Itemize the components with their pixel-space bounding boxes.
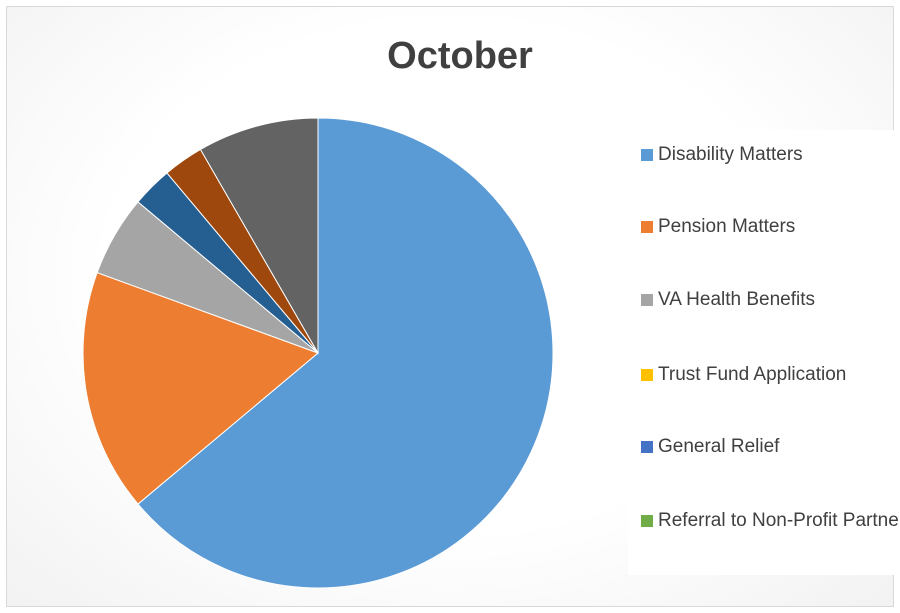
legend-label: Disability Matters xyxy=(658,144,803,165)
legend: Disability Matters Pension Matters VA Heal… xyxy=(628,130,900,575)
pie-slice xyxy=(199,117,319,355)
legend-swatch xyxy=(641,149,653,161)
pie-slice xyxy=(82,271,319,505)
legend-swatch xyxy=(641,369,653,381)
legend-swatch xyxy=(641,294,653,306)
legend-label: Referral to Non-Profit Partner xyxy=(658,510,900,531)
legend-swatch xyxy=(641,441,653,453)
legend-label: Pension Matters xyxy=(658,216,796,237)
legend-entry: Pension Matters xyxy=(641,212,900,242)
legend-swatch xyxy=(641,515,653,527)
pie-slice xyxy=(137,117,554,589)
chart-title: October xyxy=(387,35,533,77)
legend-label: Trust Fund Application xyxy=(658,364,847,385)
legend-label: General Relief xyxy=(658,436,780,457)
legend-entry: Trust Fund Application xyxy=(641,360,900,390)
legend-swatch xyxy=(641,221,653,233)
legend-entry: VA Health Benefits xyxy=(641,285,900,315)
legend-entry: General Relief xyxy=(641,432,900,462)
legend-entry: Disability Matters xyxy=(641,140,900,170)
legend-label: VA Health Benefits xyxy=(658,289,816,310)
legend-entry: Referral to Non-Profit Partner xyxy=(641,506,900,536)
